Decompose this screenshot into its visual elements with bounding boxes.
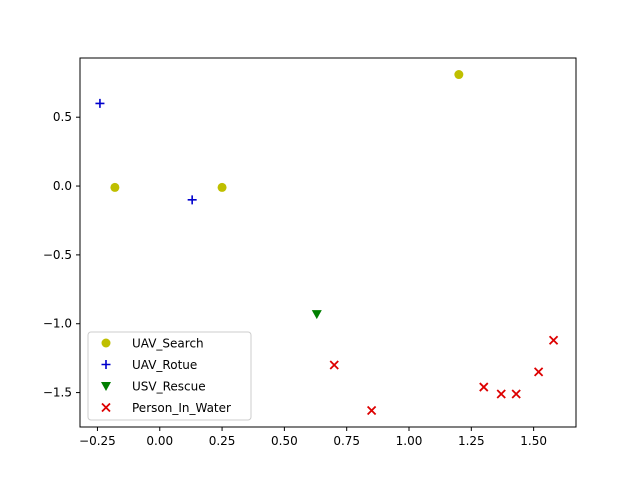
series-uav-rotue (95, 98, 197, 205)
legend-marker (101, 360, 111, 369)
data-point (496, 389, 506, 399)
data-point (311, 310, 322, 320)
x-tick-label: −0.25 (79, 434, 116, 448)
data-point (366, 405, 377, 416)
y-tick-label: −0.5 (43, 248, 72, 262)
legend-marker (101, 382, 111, 391)
x-tick-label: 0.75 (333, 434, 360, 448)
y-tick-label: −1.5 (43, 386, 72, 400)
y-tick-label: −1.0 (43, 317, 72, 331)
plot-frame (79, 57, 577, 428)
x-tick-label: 0.25 (209, 434, 236, 448)
legend-label: USV_Rescue (132, 380, 206, 394)
series-person-in-water (329, 335, 559, 416)
legend-box (87, 331, 252, 421)
y-tick-label: 0.5 (53, 110, 72, 124)
plot-area (79, 57, 577, 428)
x-tick-label: 1.00 (396, 434, 423, 448)
data-point (329, 360, 339, 370)
data-point (110, 182, 120, 192)
data-point (187, 195, 197, 205)
data-point (217, 182, 227, 192)
x-axis: −0.25 0.00 0.25 0.50 0.75 1.00 1.25 1.50 (79, 427, 547, 448)
y-tick-label: 0.0 (53, 179, 72, 193)
series-uav-search (110, 70, 464, 192)
legend-marker (101, 402, 111, 413)
legend-label: UAV_Search (132, 337, 204, 351)
x-tick-label: 0.00 (146, 434, 173, 448)
data-point (454, 70, 464, 80)
legend: UAV_Search UAV_Rotue USV_Rescue Person_In_W… (87, 331, 252, 421)
y-axis: 0.5 0.0 −0.5 −1.0 −1.5 (43, 110, 80, 400)
data-point (511, 389, 521, 399)
series-usv-rescue (311, 310, 322, 320)
legend-label: UAV_Rotue (132, 358, 197, 372)
data-point (533, 367, 544, 377)
x-tick-label: 1.25 (458, 434, 485, 448)
data-point (479, 382, 489, 392)
legend-label: Person_In_Water (132, 401, 231, 415)
data-point (548, 335, 559, 345)
x-tick-label: 0.50 (271, 434, 298, 448)
x-tick-label: 1.50 (520, 434, 547, 448)
data-point (95, 98, 105, 108)
legend-marker (101, 338, 111, 348)
